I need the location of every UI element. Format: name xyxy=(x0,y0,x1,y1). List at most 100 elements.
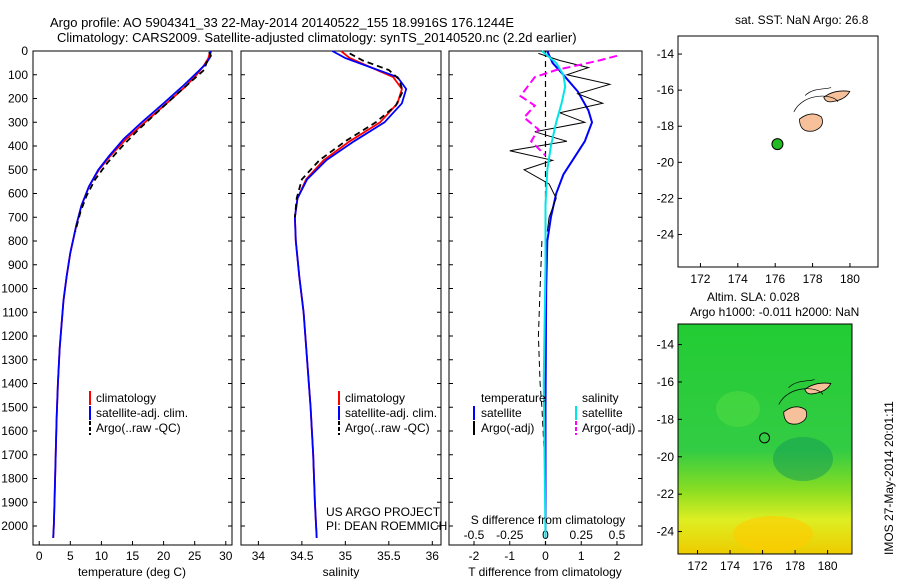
legend-satellite-adj: satellite-adj. clim. xyxy=(96,406,188,420)
map-y-tick-label: -18 xyxy=(657,119,675,133)
difference-xlabel: T difference from climatology xyxy=(468,565,622,579)
sst-map-title: sat. SST: NaN Argo: 26.8 xyxy=(735,13,869,27)
legend-argo: Argo(..raw -QC) xyxy=(96,421,181,435)
title-line-2: Climatology: CARS2009. Satellite-adjuste… xyxy=(57,30,577,45)
map-y-tick-label: -20 xyxy=(657,155,675,169)
map-y-tick-label: -24 xyxy=(657,525,675,539)
map-x-tick-label: 174 xyxy=(728,272,748,286)
x-tick-label: 20 xyxy=(157,549,171,563)
sla-map-frame xyxy=(677,323,853,555)
depth-label: 1100 xyxy=(2,305,28,319)
map-x-tick-label: 178 xyxy=(785,559,805,573)
map-x-tick-label: 174 xyxy=(720,559,740,573)
sla-map-title: Altim. SLA: 0.028 xyxy=(707,290,800,304)
top-tick-label: 0.25 xyxy=(570,528,594,542)
series-climatology xyxy=(293,50,403,538)
map-y-tick-label: -20 xyxy=(657,450,675,464)
map-y-tick-label: -14 xyxy=(657,338,675,352)
reef-contour xyxy=(804,87,832,96)
map-y-tick-label: -14 xyxy=(657,47,675,61)
x-tick-label: 25 xyxy=(188,549,202,563)
series-t-satellite xyxy=(544,50,594,538)
legend-climatology: climatology xyxy=(96,391,156,405)
salinity-xlabel: salinity xyxy=(323,565,360,579)
side-stamp: IMOS 27-May-2014 20:01:11 xyxy=(882,401,896,555)
depth-label: 1800 xyxy=(1,472,28,486)
project-note-line1: US ARGO PROJECT xyxy=(326,505,441,519)
depth-label: 600 xyxy=(8,187,28,201)
x-tick-label: 15 xyxy=(126,549,140,563)
x-tick-label: -2 xyxy=(469,549,480,563)
depth-label: 500 xyxy=(8,163,28,177)
island-viti-levu xyxy=(783,406,808,425)
legend-argo: Argo(..raw -QC) xyxy=(345,421,430,435)
sla-high-anomaly xyxy=(733,516,813,552)
x-tick-label: 0 xyxy=(36,549,43,563)
sla-map-subtitle: Argo h1000: -0.011 h2000: NaN xyxy=(690,305,859,319)
depth-label: 1900 xyxy=(1,495,28,509)
depth-label: 300 xyxy=(8,115,28,129)
sla-low-anomaly xyxy=(773,437,833,481)
map-y-tick-label: -16 xyxy=(657,375,675,389)
x-tick-label: 1 xyxy=(578,549,585,563)
depth-label: 400 xyxy=(8,139,28,153)
temperature-panel-frame xyxy=(32,50,233,546)
series-s-satellite xyxy=(541,50,567,538)
map-x-tick-label: 180 xyxy=(840,272,860,286)
project-note-line2: PI: DEAN ROEMMICH xyxy=(326,519,447,533)
title-line-1: Argo profile: AO 5904341_33 22-May-2014 … xyxy=(50,15,514,30)
x-tick-label: 0 xyxy=(542,549,549,563)
argo-float-marker xyxy=(771,138,784,151)
salinity-plot: 34 34.5 35 35.5 36 xyxy=(241,50,441,563)
depth-label: 1400 xyxy=(1,377,28,391)
reef-contour xyxy=(793,95,839,112)
sla-field xyxy=(678,324,852,554)
top-tick-label: -0.25 xyxy=(496,528,524,542)
reef-contour xyxy=(788,379,815,388)
x-tick-label: 35 xyxy=(339,549,353,563)
map-y-tick-label: -16 xyxy=(657,83,675,97)
legend-title-temperature: temperature xyxy=(481,391,546,405)
legend-s-argo: Argo(-adj) xyxy=(582,421,635,435)
map-x-tick-label: 172 xyxy=(690,272,710,286)
map-x-tick-label: 176 xyxy=(753,559,773,573)
sla-map: 172 174 176 178 180 -14 -16 -18 -20 -22 -24 xyxy=(657,323,853,573)
map-x-tick-label: 178 xyxy=(803,272,823,286)
x-tick-label: 10 xyxy=(95,549,109,563)
argo-float-marker xyxy=(759,432,771,444)
depth-label: 1500 xyxy=(1,400,28,414)
series-satellite-adj-clim- xyxy=(293,50,408,538)
series-climatology xyxy=(52,50,212,538)
series-argo-raw-qc- xyxy=(74,51,212,232)
legend-satellite-adj: satellite-adj. clim. xyxy=(345,406,437,420)
x-tick-label: 36 xyxy=(426,549,440,563)
sla-high-anomaly xyxy=(716,391,760,427)
island-viti-levu xyxy=(799,113,823,132)
depth-label: 1700 xyxy=(1,448,28,462)
series-argo-raw-qc- xyxy=(294,52,404,218)
map-y-tick-label: -22 xyxy=(657,487,675,501)
x-tick-label: -1 xyxy=(504,549,515,563)
difference-plot: -2 -1 0 1 2-0.5 -0.25 0 0.25 0.5 xyxy=(449,50,642,563)
legend-s-satellite: satellite xyxy=(582,406,623,420)
legend-title-salinity: salinity xyxy=(582,391,619,405)
x-tick-label: 30 xyxy=(219,549,233,563)
x-tick-label: 2 xyxy=(614,549,621,563)
temperature-legend: climatology satellite-adj. clim. Argo(..… xyxy=(89,391,188,435)
depth-axis-labels: 0 100 200 300 400 500 600 700 800 900 1000 1100 1200… xyxy=(1,44,28,533)
temperature-xlabel: temperature (deg C) xyxy=(78,565,186,579)
depth-label: 1000 xyxy=(1,282,28,296)
depth-label: 2000 xyxy=(1,519,28,533)
difference-legend: temperature salinity satellite Argo(-adj… xyxy=(473,391,635,435)
legend-climatology: climatology xyxy=(345,391,405,405)
map-y-tick-label: -22 xyxy=(657,191,675,205)
depth-label: 1600 xyxy=(1,424,28,438)
x-tick-label: 5 xyxy=(67,549,74,563)
series-t-argo-adj- xyxy=(509,52,612,232)
depth-label: 700 xyxy=(8,210,28,224)
depth-label: 200 xyxy=(8,92,28,106)
x-tick-label: 34.5 xyxy=(290,549,314,563)
map-y-tick-label: -24 xyxy=(657,228,675,242)
depth-label: 1200 xyxy=(1,329,28,343)
